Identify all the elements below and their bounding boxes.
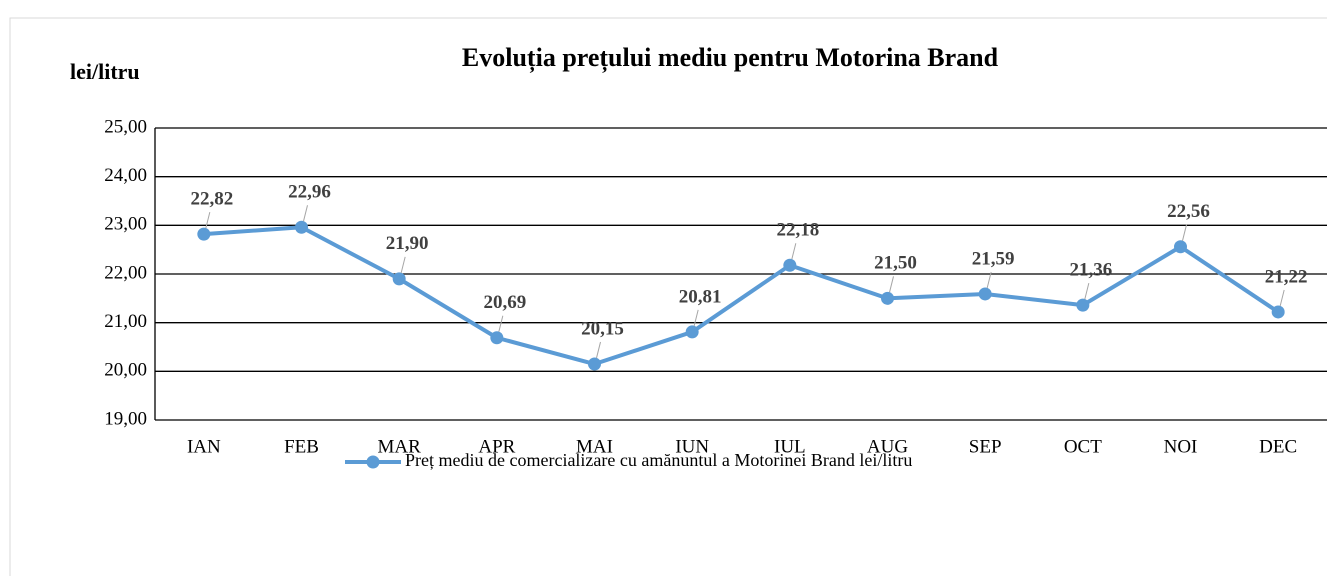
chart-frame	[9, 17, 1327, 576]
y-tick-label: 19,00	[104, 408, 147, 429]
marker	[783, 258, 797, 272]
marker	[392, 272, 406, 286]
marker	[1174, 240, 1187, 254]
data-label: 21,22	[1265, 266, 1308, 287]
leader-line	[1279, 289, 1285, 307]
data-label: 20,15	[581, 318, 624, 339]
leader-line	[986, 271, 992, 289]
legend-label: Preț mediu de comercializare cu amănuntu…	[405, 450, 912, 470]
data-label: 21,59	[972, 248, 1015, 269]
marker	[1076, 298, 1090, 312]
x-tick-label: OCT	[1064, 436, 1102, 457]
leader-line	[791, 243, 797, 260]
y-tick-label: 23,00	[104, 214, 147, 235]
x-tick-label: AUG	[867, 436, 908, 457]
legend-marker	[366, 455, 380, 469]
leader-line	[498, 315, 504, 332]
data-label: 20,81	[679, 286, 722, 307]
leader-line	[596, 341, 601, 359]
data-label: 21,90	[386, 233, 429, 254]
x-tick-label: APR	[478, 436, 515, 457]
leader-line	[303, 205, 308, 222]
data-label: 20,69	[483, 292, 526, 313]
leader-line	[1084, 283, 1090, 300]
marker	[881, 291, 894, 305]
x-tick-label: MAR	[378, 436, 422, 457]
x-tick-label: IUL	[774, 436, 806, 457]
x-tick-label: DEC	[1259, 436, 1297, 457]
data-label: 22,82	[190, 188, 233, 209]
data-label: 21,36	[1069, 260, 1112, 281]
chart-title: Evoluția prețului mediu pentru Motorina …	[462, 43, 999, 73]
leader-line	[693, 309, 699, 327]
data-label: 22,18	[776, 220, 819, 241]
y-tick-label: 24,00	[104, 165, 147, 186]
line	[203, 225, 1280, 367]
marker	[295, 220, 308, 234]
marker	[588, 357, 601, 371]
y-axis-label: lei/litru	[70, 59, 140, 84]
leader-line	[205, 211, 211, 229]
data-label: 22,56	[1167, 201, 1210, 222]
data-label: 21,50	[874, 253, 917, 274]
marker	[685, 325, 699, 339]
leader-line	[1182, 224, 1187, 241]
data-label: 22,96	[288, 182, 331, 203]
x-tick-label: NOI	[1164, 436, 1198, 457]
x-tick-label: IUN	[675, 436, 709, 457]
y-tick-label: 20,00	[104, 360, 147, 381]
y-tick-label: 21,00	[104, 311, 147, 332]
leader-line	[889, 276, 894, 293]
x-tick-label: FEB	[284, 436, 319, 457]
leader-line	[400, 256, 406, 273]
marker	[1271, 305, 1285, 319]
y-tick-label: 25,00	[104, 116, 147, 137]
x-tick-label: IAN	[187, 436, 221, 457]
marker	[490, 331, 504, 345]
y-tick-label: 22,00	[104, 262, 147, 283]
marker	[197, 227, 211, 241]
marker	[978, 287, 992, 301]
x-tick-label: SEP	[969, 436, 1002, 457]
x-tick-label: MAI	[576, 436, 613, 457]
